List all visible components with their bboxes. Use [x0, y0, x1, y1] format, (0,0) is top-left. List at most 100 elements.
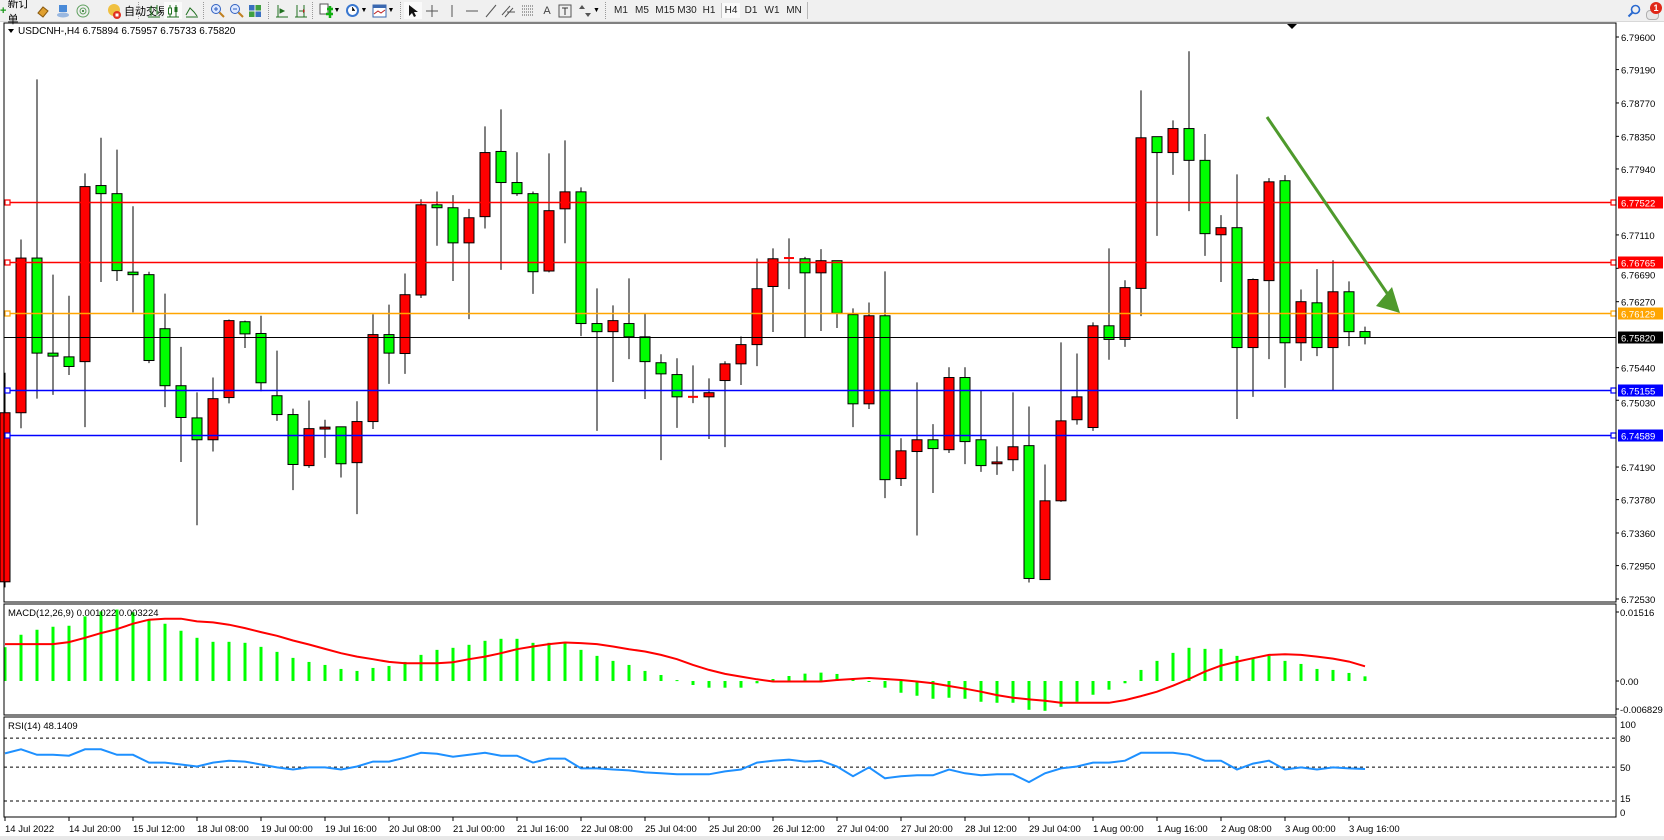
candle	[287, 408, 299, 491]
text-button[interactable]: A	[538, 2, 556, 19]
notifications-button[interactable]: 1	[1644, 1, 1664, 20]
search-button[interactable]	[1626, 2, 1642, 19]
timeframe-m15[interactable]: M15	[655, 5, 675, 16]
market-watch-button[interactable]	[34, 2, 52, 19]
candle-body	[1151, 136, 1163, 154]
line-handle-right	[1610, 432, 1617, 439]
macd-histogram-bar	[1123, 681, 1127, 684]
candlestick-button[interactable]	[164, 2, 182, 19]
macd-histogram-bar	[579, 649, 583, 681]
candle-body	[47, 352, 59, 357]
candle	[495, 109, 507, 270]
macd-histogram-bar	[435, 649, 439, 681]
candle-body	[79, 186, 91, 363]
macd-histogram-bar	[1283, 660, 1287, 681]
chart-shift-icon	[276, 4, 288, 17]
timeframe-w1[interactable]: W1	[764, 5, 780, 16]
timeframe-m1[interactable]: M1	[614, 5, 628, 16]
arrows-button[interactable]: ▼	[576, 2, 602, 19]
chart-menu-triangle-icon[interactable]	[8, 29, 14, 33]
macd-histogram-bar	[387, 665, 391, 681]
line-chart-button[interactable]	[183, 2, 201, 19]
price-tick-label: 6.73780	[1621, 496, 1655, 507]
axes: 6.79600 6.79190 6.78770 6.78350 6.77940 6.771…	[0, 22, 1664, 840]
macd-histogram-bar	[899, 681, 903, 693]
candle	[1263, 178, 1275, 360]
macd-histogram-bar	[467, 644, 471, 681]
candle-body	[383, 334, 395, 354]
candle-body	[975, 439, 987, 467]
templates-button[interactable]: ▼	[370, 2, 396, 19]
macd-histogram-bar	[131, 612, 135, 681]
macd-histogram-bar	[595, 655, 599, 681]
candle-body	[31, 257, 43, 354]
candle	[367, 314, 379, 430]
candle	[95, 137, 107, 283]
candle	[159, 293, 171, 408]
candle-body	[255, 332, 267, 384]
horizontal-line-button[interactable]	[463, 2, 481, 19]
chart-shift-button[interactable]	[273, 2, 291, 19]
equidistant-channel-button[interactable]	[500, 2, 518, 19]
candle	[431, 191, 443, 246]
price-label: 6.77522	[1621, 199, 1655, 210]
candle	[1167, 120, 1179, 175]
candle	[207, 377, 219, 452]
rsi-panel[interactable]	[4, 737, 1616, 802]
candle-body	[784, 257, 794, 260]
autoscroll-button[interactable]	[292, 2, 310, 19]
timeframe-h1[interactable]: H1	[702, 5, 716, 16]
candle	[991, 446, 1003, 475]
timeframe-m5[interactable]: M5	[635, 5, 649, 16]
zoom-out-button[interactable]	[227, 2, 245, 19]
price-chart[interactable]	[0, 51, 1617, 588]
candle-body	[351, 421, 363, 464]
candle	[863, 302, 875, 409]
cursor-button[interactable]	[404, 2, 422, 19]
candle	[1279, 175, 1291, 388]
candle-body	[767, 258, 779, 288]
timeframe-d1[interactable]: D1	[744, 5, 758, 16]
macd-histogram-bar	[1155, 660, 1159, 681]
macd-histogram-bar	[179, 630, 183, 681]
indicators-button[interactable]: ▼	[316, 2, 342, 19]
macd-histogram-bar	[483, 640, 487, 681]
candle-body	[175, 385, 187, 419]
trendline-button[interactable]	[482, 2, 500, 19]
time-label: 21 Jul 00:00	[453, 824, 505, 835]
timeframe-mn[interactable]: MN	[786, 5, 802, 16]
new-order-button[interactable]: + 新订单	[0, 0, 30, 26]
candle-body	[127, 271, 139, 276]
price-tick-label: 6.74190	[1621, 463, 1655, 474]
periods-button[interactable]: ▼	[343, 2, 369, 19]
macd-histogram-bar	[259, 646, 263, 681]
macd-panel[interactable]	[3, 609, 1367, 711]
timeframe-h4[interactable]: H4	[721, 3, 740, 18]
price-tick-label: 6.79190	[1621, 66, 1655, 77]
vertical-line-button[interactable]	[443, 2, 461, 19]
candle	[911, 382, 923, 536]
zoom-in-button[interactable]	[208, 2, 226, 19]
bar-chart-button[interactable]	[145, 2, 163, 19]
candle	[1295, 289, 1307, 361]
macd-histogram-bar	[1091, 681, 1095, 695]
tile-windows-button[interactable]	[246, 2, 264, 19]
candle-body	[1039, 500, 1051, 581]
crosshair-button[interactable]	[423, 2, 441, 19]
line-handle-right	[1610, 259, 1617, 266]
candle-body	[1007, 446, 1019, 461]
text-label-button[interactable]	[556, 2, 574, 19]
candle-body	[495, 150, 507, 184]
timeframe-m30[interactable]: M30	[677, 5, 697, 16]
candle-body	[1327, 291, 1339, 349]
macd-histogram-bar	[643, 670, 647, 681]
candle-body	[559, 191, 571, 210]
candle	[127, 206, 139, 313]
time-label: 3 Aug 16:00	[1349, 824, 1400, 835]
navigator-button[interactable]	[54, 2, 72, 19]
signals-button[interactable]	[74, 2, 92, 19]
macd-histogram-bar	[83, 616, 87, 681]
macd-histogram-bar	[1235, 655, 1239, 681]
candle	[559, 140, 571, 244]
